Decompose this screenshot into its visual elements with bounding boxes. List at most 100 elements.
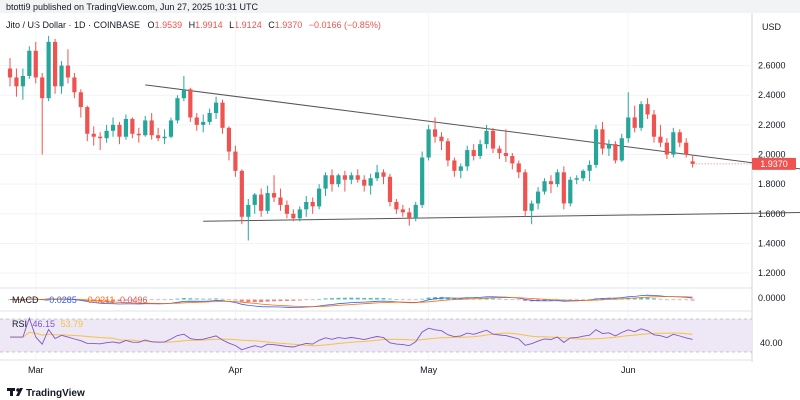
price-axis-ticks: 1.2000 1.4000 1.6000 1.8000 2.0000 2.2000 2.40… [758,61,786,279]
candles[interactable] [7,35,752,241]
macd-hist-bar [375,297,380,300]
macd-hist-bar [317,299,322,300]
candle-body [355,175,360,180]
candle [220,99,225,134]
candle-body [239,170,244,217]
candle [497,145,502,159]
macd-hist-bar [239,299,244,302]
macd-hist-bar [304,299,309,301]
rsi-legend: RSI 46.15 53.79 [12,319,83,329]
candle-body [606,144,612,149]
candle-body [213,102,219,114]
candle [46,35,51,102]
macd-hist-bar [407,299,412,301]
candle-body [555,172,560,185]
candle [355,169,360,183]
macd-hist-bar [478,298,483,300]
candle-body [259,194,264,211]
candle [555,169,560,188]
candle-body [593,129,599,165]
macd-hist-bar [156,299,161,301]
candle [561,166,566,210]
candle [110,117,116,137]
trend-lines [145,84,800,222]
candle-body [78,92,83,108]
candle-body [52,41,58,87]
macd-axis-label: 0.0000 [758,293,786,303]
candle [529,200,534,225]
candle-body [130,118,135,134]
candle-body [600,129,605,149]
macd-hist-bar [130,299,135,301]
candle [645,98,650,119]
candle [490,127,496,154]
macd-hist-bar [523,299,528,301]
footer [0,382,800,400]
price-tick-label: 1.6000 [758,209,786,219]
ohlc-close-label: C [268,20,275,30]
candle-body [136,133,141,136]
candle-body [265,193,270,211]
rsi-pane [0,316,752,353]
candle-body [271,193,277,198]
candle-body [349,175,354,180]
ohlc-open-label: O [148,20,155,30]
macd-hist-bar [394,299,399,300]
candle [677,129,682,148]
macd-hist-bar [246,299,251,303]
candle-body [329,175,335,185]
candle-body [27,50,32,76]
candle-body [110,124,116,131]
candle [574,175,579,185]
candle [407,207,412,226]
candle [593,124,599,168]
candle [78,89,83,118]
candle [336,173,341,188]
candle-body [394,201,399,210]
candle [246,198,251,241]
macd-hist-bar [291,299,296,301]
candle-body [400,209,405,213]
candle [581,169,586,182]
candle [40,72,45,155]
candle [465,145,470,171]
macd-value: −0.0285 [44,295,77,305]
candle [136,127,141,143]
candle [542,178,547,195]
macd-hist-bar [452,297,457,300]
ohlc-change: −0.0166 (−0.85%) [309,20,381,30]
candle-body [478,144,483,156]
candle [613,141,618,164]
candle-body [458,166,463,171]
ohlc-open: 1.9539 [155,20,183,30]
candle-body [529,203,534,211]
candle-body [374,172,380,179]
candle [349,172,354,185]
candle-body [323,175,328,189]
candle-body [362,179,367,186]
macd-hist-bar [265,299,270,302]
candle-body [690,161,695,164]
candle [664,138,669,159]
currency-label: USD [762,22,782,32]
time-tick-label: Apr [228,365,242,375]
candle-body [632,117,637,128]
candle [445,138,451,167]
candle-body [413,204,418,219]
macd-pane [8,294,695,308]
candle [690,155,695,168]
candle [362,175,367,192]
macd-hist-bar [639,297,644,300]
candle-body [175,98,180,121]
candle-body [85,107,90,134]
candle-body [651,114,657,137]
candle-body [156,135,161,139]
macd-hist-bar [433,297,438,300]
candle [671,127,676,158]
rsi-ma-line [10,331,693,347]
candle-body [407,212,412,219]
candle-body [381,172,386,177]
candle-body [490,130,496,149]
candle-body [207,113,212,122]
